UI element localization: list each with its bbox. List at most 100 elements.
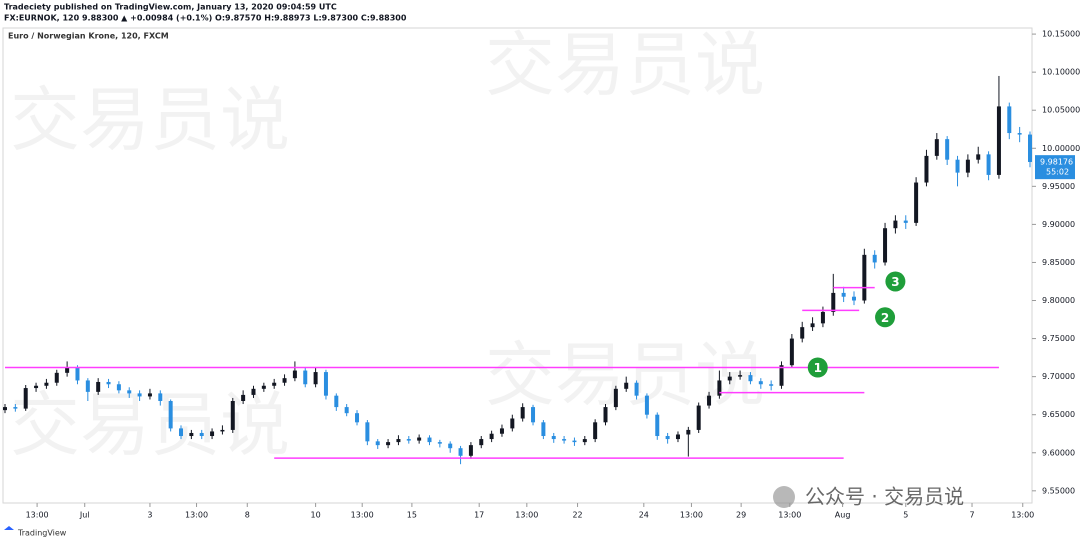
candle-body bbox=[893, 220, 898, 229]
candle-body bbox=[448, 443, 453, 449]
marker-label: 3 bbox=[891, 275, 899, 289]
x-tick-label: 3 bbox=[147, 511, 152, 520]
candle-body bbox=[210, 431, 215, 437]
candle-body bbox=[261, 385, 266, 389]
countdown: 55:02 bbox=[1046, 168, 1069, 177]
candle-body bbox=[883, 228, 888, 263]
candle-body bbox=[996, 106, 1001, 175]
candle-body bbox=[137, 393, 142, 397]
candle-body bbox=[437, 442, 442, 444]
watermark: 交易员说 bbox=[10, 79, 290, 161]
candle-body bbox=[427, 437, 432, 443]
candle-body bbox=[965, 159, 970, 173]
candle-body bbox=[489, 433, 494, 440]
marker-label: 1 bbox=[814, 361, 822, 375]
marker bbox=[807, 357, 828, 378]
candle-body bbox=[510, 418, 515, 429]
x-tick-label: 13:00 bbox=[26, 511, 49, 520]
candle-body bbox=[230, 400, 235, 430]
candle-body bbox=[1007, 106, 1012, 134]
candle-body bbox=[199, 432, 204, 437]
candle-body bbox=[655, 414, 660, 437]
watermark: 交易员说 bbox=[485, 24, 765, 106]
x-tick-label: 8 bbox=[245, 511, 250, 520]
x-tick-label: 7 bbox=[969, 511, 974, 520]
candle-body bbox=[727, 376, 732, 381]
x-tick-label: 13:00 bbox=[1011, 511, 1034, 520]
candle-body bbox=[292, 370, 297, 379]
candle-body bbox=[1028, 134, 1032, 162]
candle-body bbox=[531, 407, 536, 423]
candle-body bbox=[375, 441, 380, 446]
y-tick-label: 9.65000 bbox=[1042, 410, 1075, 419]
x-tick-label: 29 bbox=[736, 511, 746, 520]
candle-body bbox=[168, 400, 173, 429]
x-tick-label: 13:00 bbox=[185, 511, 208, 520]
marker-label: 2 bbox=[881, 311, 889, 325]
candle-body bbox=[13, 407, 18, 409]
candle-body bbox=[603, 407, 608, 423]
candle-body bbox=[220, 429, 225, 432]
candle-body bbox=[955, 159, 960, 173]
y-tick-label: 10.10000 bbox=[1042, 68, 1080, 77]
brand: TradingView bbox=[17, 529, 67, 538]
candle-body bbox=[841, 292, 846, 297]
x-tick-label: 22 bbox=[572, 511, 582, 520]
candle-body bbox=[903, 220, 908, 223]
candle-body bbox=[499, 428, 504, 434]
candle-body bbox=[365, 422, 370, 442]
candle-body bbox=[862, 254, 867, 301]
brand-logo bbox=[4, 526, 14, 530]
candle-body bbox=[334, 395, 339, 408]
candle-body bbox=[851, 296, 856, 301]
x-tick-label: 15 bbox=[407, 511, 417, 520]
candle-body bbox=[924, 155, 929, 183]
candle-body bbox=[686, 429, 691, 435]
y-tick-label: 9.95000 bbox=[1042, 182, 1075, 191]
x-tick-label: Jul bbox=[79, 511, 90, 520]
candle-body bbox=[562, 439, 567, 441]
x-tick-label: 24 bbox=[639, 511, 649, 520]
candle-body bbox=[945, 139, 950, 160]
last-price-box bbox=[1035, 155, 1075, 180]
plot-frame bbox=[2, 27, 1033, 504]
candle-body bbox=[344, 407, 349, 414]
x-tick-label: 13:00 bbox=[680, 511, 703, 520]
candle-body bbox=[810, 323, 815, 328]
candle-body bbox=[158, 393, 163, 401]
candle-body bbox=[241, 394, 246, 401]
candle-body bbox=[789, 338, 794, 366]
candle-body bbox=[986, 154, 991, 175]
candle-body bbox=[634, 382, 639, 396]
y-tick-label: 9.90000 bbox=[1042, 220, 1075, 229]
candle-body bbox=[541, 422, 546, 437]
candle-body bbox=[675, 434, 680, 440]
candle-body bbox=[3, 407, 7, 411]
marker bbox=[875, 307, 896, 328]
x-tick-label: 5 bbox=[903, 511, 908, 520]
y-tick-label: 9.70000 bbox=[1042, 372, 1075, 381]
candle-body bbox=[386, 442, 391, 446]
candle-body bbox=[96, 381, 101, 392]
y-tick-label: 9.55000 bbox=[1042, 486, 1075, 495]
y-tick-label: 9.60000 bbox=[1042, 448, 1075, 457]
candle-body bbox=[313, 372, 318, 385]
x-tick-label: 10 bbox=[311, 511, 321, 520]
candle-body bbox=[147, 393, 152, 397]
last-price-label: 9.98176 bbox=[1040, 158, 1073, 167]
candle-body bbox=[1017, 133, 1022, 135]
candle-body bbox=[572, 440, 577, 443]
candle-body bbox=[54, 372, 59, 383]
candle-body bbox=[644, 395, 649, 415]
candle-body bbox=[323, 372, 328, 396]
x-tick-label: 17 bbox=[474, 511, 484, 520]
header-subtitle: FX:EURNOK, 120 9.88300 ▲ +0.00984 (+0.1%… bbox=[4, 14, 407, 23]
candle-body bbox=[282, 378, 287, 383]
x-tick-label: 13:00 bbox=[351, 511, 374, 520]
candle-body bbox=[479, 439, 484, 446]
legend-text: Euro / Norwegian Krone, 120, FXCM bbox=[8, 32, 169, 41]
y-tick-label: 9.85000 bbox=[1042, 258, 1075, 267]
candle-body bbox=[624, 382, 629, 389]
candle-body bbox=[551, 436, 556, 440]
y-tick-label: 9.75000 bbox=[1042, 334, 1075, 343]
